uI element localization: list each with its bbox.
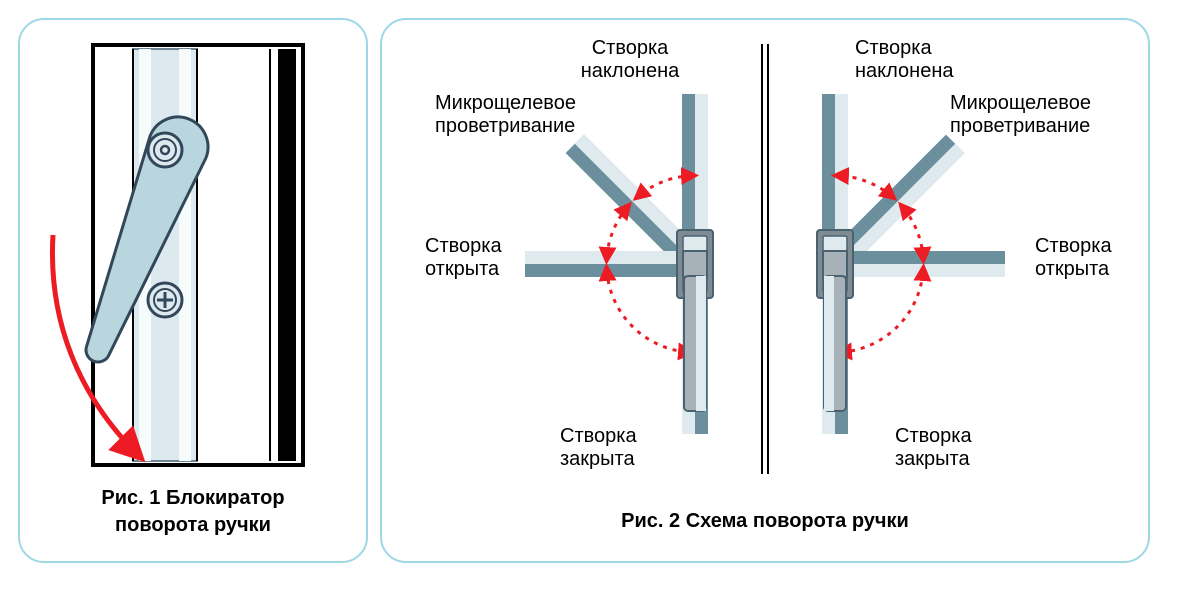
svg-text:Створкаоткрыта: Створкаоткрыта [1035, 235, 1112, 280]
figure-2-panel: СтворканаклоненаСтворканаклоненаМикрощел… [380, 18, 1150, 563]
figure-1-panel: Рис. 1 Блокиратор поворота ручки [18, 18, 368, 563]
fig1-cap-l2: поворота ручки [115, 514, 271, 536]
svg-text:Створканаклонена: Створканаклонена [855, 37, 954, 82]
svg-text:Створказакрыта: Створказакрыта [895, 425, 972, 470]
figure-2-svg: СтворканаклоненаСтворканаклоненаМикрощел… [395, 24, 1135, 524]
fig1-cap-l1: Рис. 1 Блокиратор [101, 487, 284, 509]
figure-2-caption: Рис. 2 Схема поворота ручки [382, 508, 1148, 535]
svg-text:Створказакрыта: Створказакрыта [560, 425, 637, 470]
svg-text:Микрощелевоепроветривание: Микрощелевоепроветривание [435, 92, 576, 137]
svg-text:Створкаоткрыта: Створкаоткрыта [425, 235, 502, 280]
fig2-cap: Рис. 2 Схема поворота ручки [621, 510, 909, 532]
figure-1-caption: Рис. 1 Блокиратор поворота ручки [20, 485, 366, 539]
figure-1-svg [33, 35, 353, 475]
svg-text:Створканаклонена: Створканаклонена [581, 37, 680, 82]
svg-text:Микрощелевоепроветривание: Микрощелевоепроветривание [950, 92, 1091, 137]
